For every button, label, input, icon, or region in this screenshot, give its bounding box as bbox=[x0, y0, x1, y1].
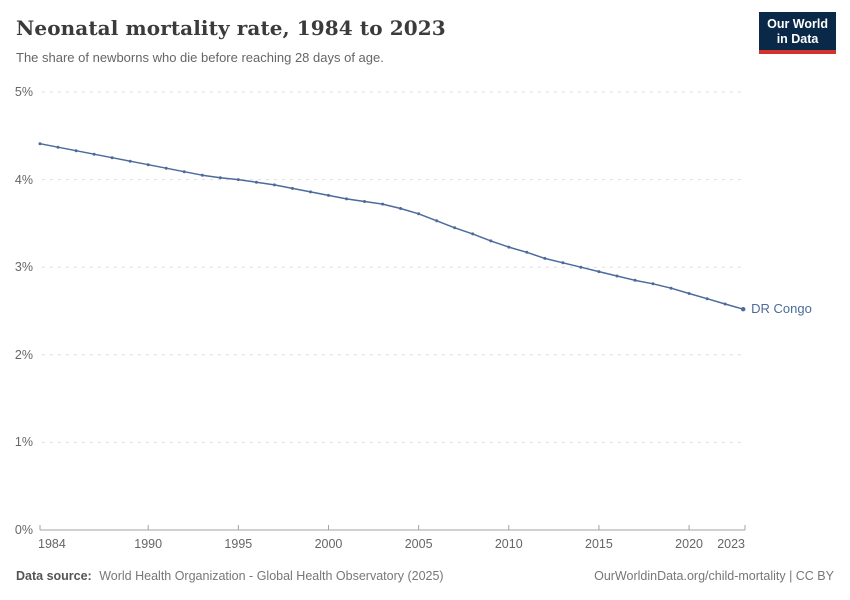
data-point bbox=[56, 145, 60, 149]
owid-logo-text-line2: in Data bbox=[776, 32, 819, 46]
data-point bbox=[200, 173, 204, 177]
page-title: Neonatal mortality rate, 1984 to 2023 bbox=[16, 16, 446, 40]
data-point bbox=[741, 307, 746, 312]
y-tick-label: 5% bbox=[14, 85, 33, 99]
data-point bbox=[489, 239, 493, 243]
x-tick-label: 2015 bbox=[585, 537, 613, 551]
data-point bbox=[399, 207, 403, 210]
data-point bbox=[290, 186, 294, 190]
data-point bbox=[525, 250, 529, 254]
datasource-text: World Health Organization - Global Healt… bbox=[99, 569, 444, 583]
x-tick-label: 2020 bbox=[675, 537, 703, 551]
data-point bbox=[182, 170, 186, 174]
data-point bbox=[597, 270, 601, 274]
data-point bbox=[309, 190, 312, 194]
data-point bbox=[651, 282, 655, 286]
data-point bbox=[561, 261, 565, 265]
owid-logo-text-line1: Our World bbox=[767, 17, 828, 31]
y-tick-label: 2% bbox=[14, 347, 33, 362]
x-tick-label: 2023 bbox=[717, 537, 745, 551]
footer-license-link[interactable]: OurWorldinData.org/child-mortality | CC … bbox=[594, 569, 834, 583]
x-tick-label: 2010 bbox=[494, 537, 523, 551]
data-point bbox=[579, 265, 583, 269]
data-point bbox=[272, 183, 276, 187]
data-point bbox=[110, 156, 114, 160]
x-tick-label: 1995 bbox=[224, 537, 253, 551]
y-tick-label: 4% bbox=[14, 172, 33, 187]
data-point bbox=[453, 226, 457, 230]
data-point bbox=[543, 256, 547, 260]
data-point bbox=[723, 302, 727, 306]
data-point bbox=[435, 219, 439, 223]
data-point bbox=[254, 180, 258, 184]
data-point bbox=[669, 286, 673, 290]
y-tick-label: 1% bbox=[14, 435, 33, 450]
data-point bbox=[417, 212, 421, 216]
data-point bbox=[705, 297, 709, 301]
x-tick-label: 2005 bbox=[404, 537, 433, 551]
data-point bbox=[507, 245, 511, 249]
x-tick-label: 2000 bbox=[314, 537, 343, 551]
data-point bbox=[345, 197, 348, 201]
chart-subtitle: The share of newborns who die before rea… bbox=[16, 50, 384, 65]
x-tick-label: 1990 bbox=[134, 537, 163, 551]
y-tick-label: 0% bbox=[14, 523, 33, 537]
data-point bbox=[633, 278, 637, 282]
data-point bbox=[327, 193, 330, 197]
data-point bbox=[74, 149, 78, 153]
data-point bbox=[687, 292, 691, 295]
y-tick-label: 3% bbox=[14, 260, 33, 275]
data-point bbox=[381, 202, 385, 206]
data-point bbox=[146, 163, 150, 167]
footer-datasource: Data source: World Health Organization -… bbox=[16, 569, 444, 583]
data-point bbox=[615, 274, 619, 278]
data-line bbox=[39, 142, 744, 310]
data-point bbox=[128, 159, 132, 163]
series-end-label: DR Congo bbox=[751, 301, 812, 317]
data-point bbox=[471, 232, 475, 236]
data-point bbox=[236, 178, 240, 182]
data-point bbox=[164, 166, 168, 170]
data-point bbox=[218, 176, 222, 180]
data-point bbox=[38, 142, 42, 146]
data-point bbox=[363, 200, 366, 203]
datasource-label: Data source: bbox=[16, 569, 92, 583]
data-point bbox=[92, 152, 96, 156]
owid-logo[interactable]: Our World in Data bbox=[759, 12, 836, 54]
x-tick-label: 1984 bbox=[38, 537, 66, 551]
